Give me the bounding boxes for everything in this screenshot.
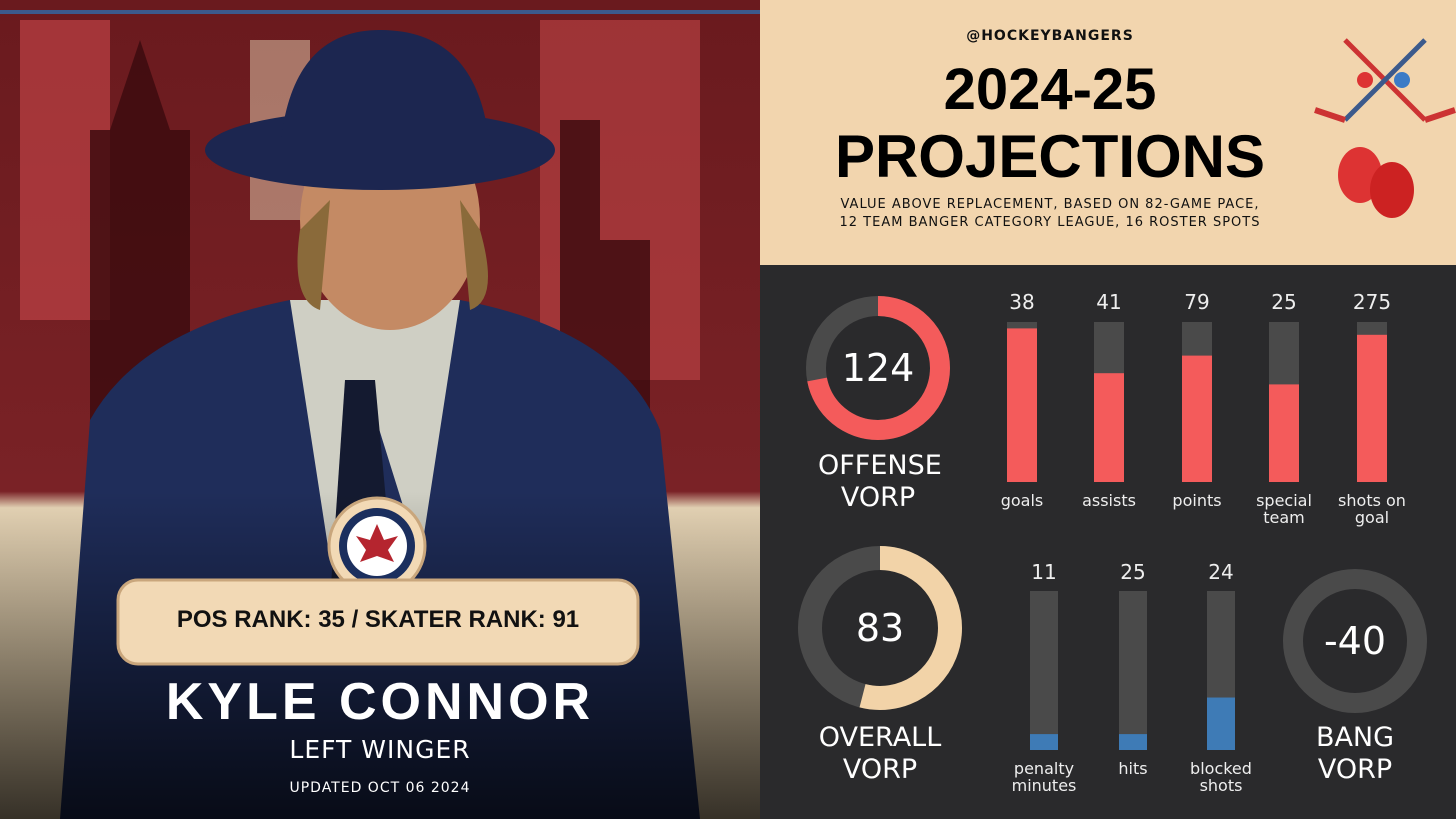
stat-label: shots on goal xyxy=(1338,491,1406,527)
stat-value: 24 xyxy=(1208,560,1234,584)
stat-value: 38 xyxy=(1009,290,1035,314)
title-line: 2024-25 xyxy=(943,57,1157,122)
donut-track xyxy=(1283,569,1427,713)
bar xyxy=(1182,355,1212,482)
title-line: PROJECTIONS xyxy=(834,123,1266,190)
bar xyxy=(1357,334,1387,482)
stat-label: blocked shots xyxy=(1190,759,1252,795)
stat-value: 275 xyxy=(1352,290,1392,314)
rank-banner xyxy=(116,578,640,666)
logo-icon xyxy=(1314,38,1456,218)
donut-arc xyxy=(806,296,950,440)
stat-label: penalty minutes xyxy=(1011,759,1077,795)
bar xyxy=(1030,734,1058,750)
bar-track xyxy=(1030,591,1058,750)
stat-value: 25 xyxy=(1271,290,1297,314)
header-panel xyxy=(760,0,1456,265)
donut-label: OFFENSE VORP xyxy=(818,450,942,513)
donut-label: BANG VORP xyxy=(1315,722,1395,785)
bar xyxy=(1207,697,1235,750)
donut-value: 83 xyxy=(855,606,905,650)
donut-value: -40 xyxy=(1323,619,1387,663)
rank: POS RANK: 35 / SKATER RANK: 91 xyxy=(176,606,580,633)
stat-label: goals xyxy=(1000,491,1044,510)
donut-arc xyxy=(798,546,962,710)
stat-value: 41 xyxy=(1096,290,1122,314)
bar xyxy=(1269,384,1299,482)
stat-value: 25 xyxy=(1120,560,1146,584)
subtitle-line: 12 TEAM BANGER CATEGORY LEAGUE, 16 ROSTE… xyxy=(839,215,1261,230)
player-name: KYLE CONNOR xyxy=(165,673,595,731)
bar xyxy=(1094,373,1124,482)
subtitle-line: VALUE ABOVE REPLACEMENT, BASED ON 82-GAM… xyxy=(840,197,1260,212)
bar-track xyxy=(1119,591,1147,750)
donut-value: 124 xyxy=(841,346,915,390)
donut-label: OVERALL VORP xyxy=(818,722,942,785)
stat-value: 79 xyxy=(1184,290,1210,314)
bar xyxy=(1119,734,1147,750)
stat-label: points xyxy=(1172,491,1222,510)
stat-label: assists xyxy=(1082,491,1136,510)
stat-label: special team xyxy=(1256,491,1312,527)
position: LEFT WINGER xyxy=(289,735,471,764)
handle: @HOCKEYBANGERS xyxy=(966,28,1134,44)
stat-label: hits xyxy=(1118,759,1148,778)
updated: UPDATED OCT 06 2024 xyxy=(289,780,471,796)
stat-value: 11 xyxy=(1031,560,1057,584)
bar xyxy=(1007,328,1037,482)
